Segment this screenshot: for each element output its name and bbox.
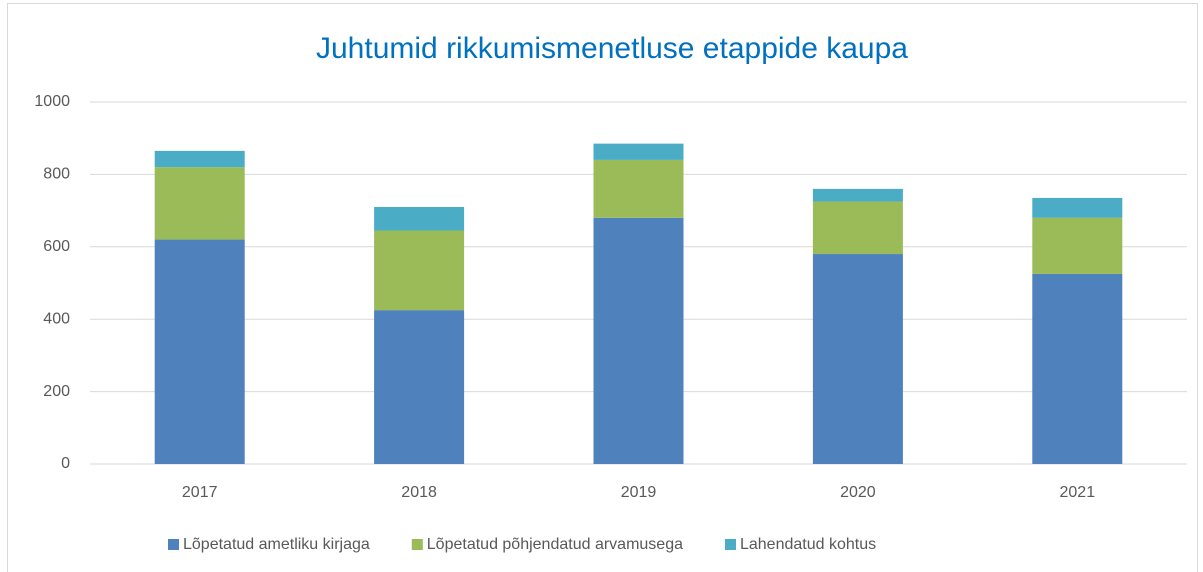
bar-segment — [154, 239, 245, 464]
chart-frame — [7, 3, 1198, 572]
x-tick-label: 2020 — [840, 484, 876, 501]
chart-title: Juhtumid rikkumismenetluse etappide kaup… — [316, 32, 908, 65]
x-tick-label: 2021 — [1060, 484, 1096, 501]
legend-label: Lahendatud kohtus — [740, 536, 876, 553]
y-tick-label: 1000 — [34, 93, 70, 110]
x-tick-label: 2018 — [401, 484, 437, 501]
y-tick-label: 600 — [43, 238, 70, 255]
bar-segment — [1032, 273, 1123, 464]
bar-segment — [374, 206, 465, 231]
bar-segment — [593, 143, 684, 160]
legend-label: Lõpetatud ametliku kirjaga — [183, 536, 370, 553]
legend-label: Lõpetatud põhjendatud arvamusega — [427, 536, 683, 553]
bar-segment — [812, 254, 903, 464]
bar-segment — [374, 230, 465, 311]
y-tick-label: 0 — [61, 455, 70, 472]
y-tick-label: 400 — [43, 310, 70, 327]
x-tick-label: 2019 — [621, 484, 657, 501]
bar-segment — [374, 310, 465, 464]
bar-segment — [812, 201, 903, 255]
x-tick-label: 2017 — [182, 484, 218, 501]
bar-segment — [593, 159, 684, 218]
bar-segment — [154, 150, 245, 168]
bar-segment — [154, 167, 245, 240]
legend-swatch — [724, 539, 736, 550]
bar-segment — [1032, 197, 1123, 218]
legend-swatch — [411, 539, 423, 550]
legend-swatch — [168, 539, 179, 550]
y-tick-label: 200 — [43, 383, 70, 400]
y-tick-label: 800 — [43, 166, 70, 183]
bar-segment — [812, 188, 903, 202]
bar-segment — [593, 217, 684, 464]
bar-segment — [1032, 217, 1123, 274]
